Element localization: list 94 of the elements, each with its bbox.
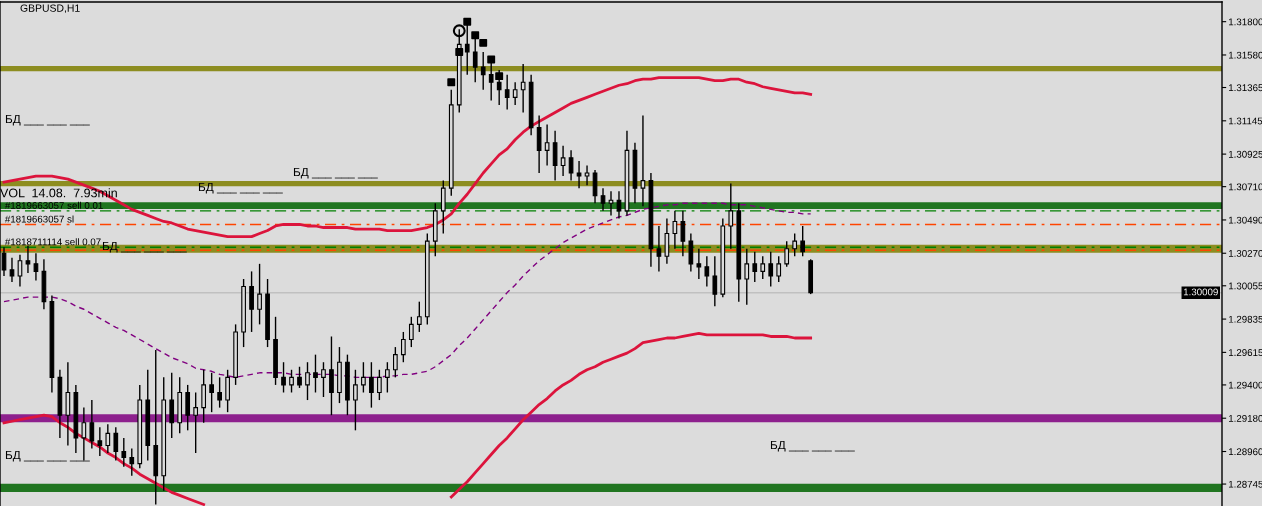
candlestick [65, 361, 71, 447]
ref-line-label: #1819663057 sl [4, 215, 74, 223]
candlestick [584, 164, 590, 186]
y-tick-label: 1.29615 [1228, 349, 1262, 356]
candlestick [297, 366, 302, 389]
point [479, 38, 488, 47]
candlestick [169, 372, 175, 439]
candlestick [305, 361, 310, 401]
candlestick [313, 353, 318, 394]
annotation: БД ___ ___ ___ [770, 440, 855, 452]
candlestick [496, 69, 502, 106]
candlestick [568, 149, 574, 182]
candlestick [440, 179, 446, 235]
candlestick [393, 346, 398, 379]
y-tick-label: 1.31145 [1228, 117, 1262, 125]
candlestick [129, 447, 135, 477]
y-tick-label: 1.30925 [1228, 150, 1262, 158]
candlestick [105, 423, 111, 454]
candlestick [225, 369, 230, 413]
ref-line-label: #1818711114 sell 0.07 [4, 238, 101, 246]
candlestick [281, 361, 286, 394]
candlestick [329, 335, 334, 416]
candlestick [209, 372, 215, 413]
candlestick [17, 254, 23, 288]
candlestick [353, 369, 358, 432]
candlestick [544, 123, 550, 167]
candlestick [113, 426, 119, 462]
candlestick [369, 361, 374, 409]
candlestick [257, 263, 262, 326]
candlestick [768, 251, 774, 288]
candlestick [185, 384, 191, 432]
candlestick [552, 129, 558, 182]
candlestick [600, 187, 606, 212]
candlestick [289, 369, 294, 394]
candlestick [377, 369, 382, 401]
candlestick [672, 210, 678, 250]
candlestick [249, 270, 254, 333]
candlestick [512, 81, 518, 106]
annotation: БД ___ ___ ___ [5, 114, 90, 126]
candlestick [89, 399, 95, 450]
candlestick [217, 376, 222, 409]
candlestick [520, 63, 526, 114]
candlestick [744, 248, 750, 306]
candlestick [560, 145, 566, 177]
line-series [2, 76, 813, 238]
candlestick [688, 232, 694, 273]
candlestick [784, 240, 790, 268]
annotation: БД ___ ___ ___ [5, 450, 90, 462]
candlestick [321, 361, 326, 398]
candlestick [760, 255, 766, 280]
candlestick [664, 217, 670, 265]
candlestick [536, 114, 542, 174]
y-tick-label: 1.30055 [1228, 282, 1262, 290]
candlestick [656, 225, 662, 273]
candlestick [696, 248, 702, 280]
candlestick [9, 257, 15, 283]
candlestick [680, 210, 686, 257]
point [463, 17, 472, 26]
candlestick [193, 391, 199, 454]
candlestick [640, 114, 646, 208]
point [447, 78, 456, 87]
candlestick [81, 406, 87, 462]
candlestick [712, 255, 718, 307]
chart-title: GBPUSD,H1 [20, 4, 80, 14]
candlestick [504, 73, 510, 111]
candlestick [361, 361, 366, 394]
candlestick [400, 331, 406, 363]
candlestick [728, 182, 734, 250]
candlestick [576, 160, 582, 189]
point [471, 31, 480, 40]
candlestick [121, 437, 127, 468]
candlestick [385, 361, 390, 394]
candlestick [416, 300, 422, 333]
y-tick-label: 1.28745 [1228, 480, 1262, 488]
candlestick [97, 426, 103, 457]
ref-line-label: #1819663057 sell 0.01 [4, 201, 103, 209]
ref-line-label: 1.30009 [1183, 288, 1218, 296]
candlestick [201, 369, 207, 424]
point [455, 47, 464, 56]
point [487, 55, 496, 64]
candlestick [480, 51, 486, 91]
annotation: БД ___ ___ ___ [293, 167, 378, 179]
y-tick-label: 1.29835 [1228, 315, 1262, 323]
candlestick [704, 255, 710, 288]
candlestick [800, 225, 806, 257]
y-tick-label: 1.31365 [1228, 84, 1262, 92]
candlestick [33, 252, 39, 282]
candlestick [408, 316, 414, 348]
point [495, 72, 504, 81]
annotation: БД ___ ___ ___ [198, 182, 283, 194]
point [452, 24, 466, 38]
candlestick [776, 255, 782, 283]
candlestick [792, 232, 798, 257]
candlestick [752, 251, 758, 283]
